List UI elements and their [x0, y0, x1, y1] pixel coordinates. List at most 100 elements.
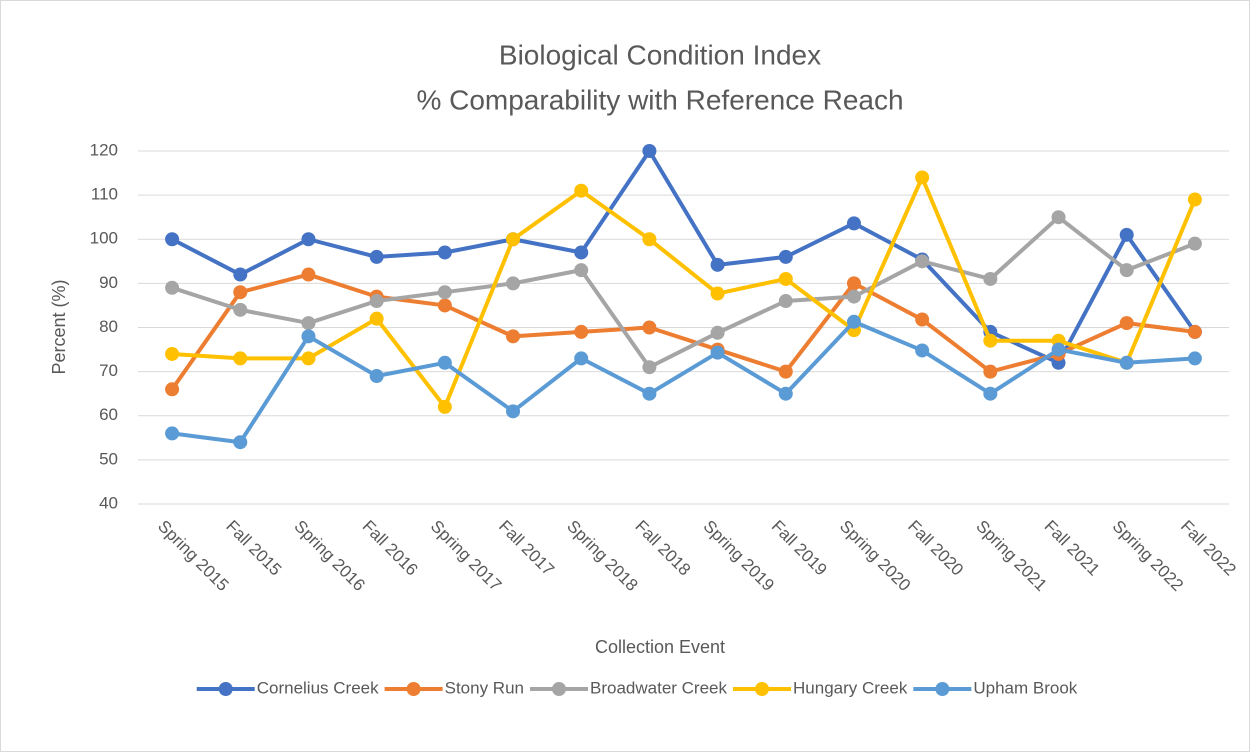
data-point — [437, 285, 452, 300]
data-point — [778, 294, 793, 309]
data-point — [506, 404, 521, 419]
data-point — [506, 276, 521, 291]
legend-marker — [218, 682, 233, 696]
data-point — [983, 271, 998, 286]
y-axis-title: Percent (%) — [49, 279, 69, 374]
data-point — [574, 183, 589, 198]
x-axis-title: Collection Event — [595, 637, 725, 657]
chart-title: Biological Condition Index — [499, 39, 821, 70]
data-point — [778, 386, 793, 401]
data-point — [915, 343, 930, 358]
legend-label: Upham Brook — [973, 678, 1077, 697]
legend: Cornelius Creek Stony Run Broadwater Creek… — [196, 678, 1078, 697]
legend-label: Stony Run — [445, 678, 524, 697]
data-point — [1119, 316, 1134, 331]
data-point — [710, 257, 725, 272]
y-tick-label: 60 — [99, 405, 118, 424]
y-tick-label: 110 — [91, 185, 118, 204]
data-point — [1187, 236, 1202, 251]
data-point — [846, 276, 861, 291]
data-point — [1119, 227, 1134, 242]
data-point — [165, 426, 180, 441]
data-point — [233, 285, 248, 300]
data-point — [301, 329, 316, 344]
data-point — [506, 232, 521, 247]
data-point — [165, 232, 180, 247]
data-point — [915, 254, 930, 269]
y-tick-label: 40 — [99, 493, 118, 512]
data-point — [846, 289, 861, 304]
data-point — [915, 312, 930, 327]
data-point — [369, 311, 384, 326]
data-point — [778, 364, 793, 379]
data-point — [301, 351, 316, 366]
data-point — [642, 320, 657, 335]
data-point — [983, 333, 998, 348]
data-point — [437, 245, 452, 260]
data-point — [642, 386, 657, 401]
data-point — [506, 329, 521, 344]
legend-marker — [755, 682, 770, 696]
data-point — [710, 345, 725, 360]
data-point — [165, 382, 180, 397]
legend-marker — [406, 682, 421, 696]
data-point — [574, 351, 589, 366]
data-point — [778, 249, 793, 264]
chart-subtitle: % Comparability with Reference Reach — [416, 84, 903, 115]
data-point — [778, 271, 793, 286]
y-tick-label: 90 — [99, 273, 118, 292]
data-point — [710, 286, 725, 301]
data-point — [233, 351, 248, 366]
series-line — [171, 319, 1196, 445]
data-point — [233, 267, 248, 282]
data-point — [642, 144, 657, 158]
data-point — [437, 298, 452, 313]
data-point — [369, 294, 384, 309]
data-point — [574, 263, 589, 278]
data-point — [1119, 263, 1134, 278]
data-point — [301, 316, 316, 331]
series-line — [171, 175, 1197, 409]
data-point — [846, 216, 861, 231]
y-tick-label: 120 — [90, 140, 118, 159]
data-point — [1051, 210, 1066, 225]
data-point — [1187, 192, 1202, 207]
legend-marker — [552, 682, 566, 696]
legend-label: Cornelius Creek — [257, 678, 379, 697]
data-point — [369, 249, 384, 264]
y-tick-label: 100 — [90, 229, 118, 248]
y-tick-label: 70 — [99, 361, 118, 380]
data-point — [1119, 355, 1134, 370]
y-tick-label: 50 — [99, 449, 118, 468]
series-line — [170, 272, 1196, 391]
data-point — [1187, 324, 1202, 339]
data-point — [1051, 342, 1066, 357]
legend-marker — [935, 682, 950, 696]
data-point — [983, 364, 998, 379]
data-point — [437, 355, 452, 370]
data-point — [915, 170, 930, 185]
data-point — [165, 280, 180, 295]
data-point — [846, 314, 861, 329]
data-point — [301, 267, 316, 282]
data-point — [369, 369, 384, 384]
data-point — [642, 360, 657, 375]
data-point — [1187, 351, 1202, 366]
data-point — [574, 324, 589, 339]
series-line — [171, 215, 1196, 370]
legend-label: Broadwater Creek — [590, 678, 728, 697]
data-point — [574, 245, 589, 260]
data-point — [642, 232, 657, 247]
y-tick-label: 80 — [99, 317, 118, 336]
legend-label: Hungary Creek — [793, 678, 908, 697]
data-point — [437, 399, 452, 414]
data-point — [301, 232, 316, 247]
data-point — [233, 302, 248, 317]
data-point — [233, 435, 248, 450]
series-line — [171, 149, 1197, 365]
data-point — [710, 325, 725, 340]
data-point — [165, 346, 180, 361]
data-point — [983, 386, 998, 401]
